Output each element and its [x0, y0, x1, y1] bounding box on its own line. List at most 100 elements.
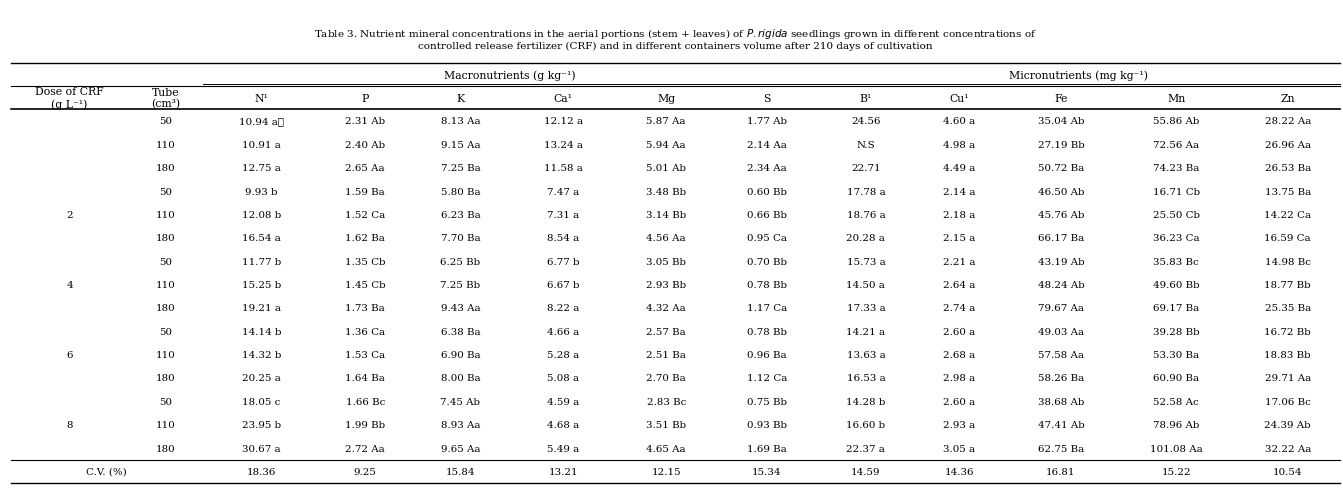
Text: 1.36 Ca: 1.36 Ca	[345, 327, 385, 336]
Text: 0.66 Bb: 0.66 Bb	[747, 210, 787, 220]
Text: 2.15 a: 2.15 a	[943, 234, 976, 243]
Text: 30.67 a: 30.67 a	[242, 444, 281, 453]
Text: 2.65 Aa: 2.65 Aa	[345, 164, 385, 173]
Text: 9.15 Aa: 9.15 Aa	[441, 141, 481, 149]
Text: 16.72 Bb: 16.72 Bb	[1264, 327, 1311, 336]
Text: 9.25: 9.25	[353, 467, 376, 476]
Text: K: K	[457, 93, 465, 103]
Text: 8: 8	[66, 420, 73, 429]
Text: 12.12 a: 12.12 a	[544, 117, 583, 126]
Text: 1.69 Ba: 1.69 Ba	[747, 444, 787, 453]
Text: 17.06 Bc: 17.06 Bc	[1265, 397, 1311, 406]
Text: 26.96 Aa: 26.96 Aa	[1265, 141, 1311, 149]
Text: 8.00 Ba: 8.00 Ba	[441, 374, 481, 383]
Text: 6.38 Ba: 6.38 Ba	[441, 327, 481, 336]
Text: 110: 110	[156, 350, 176, 359]
Text: 25.35 Ba: 25.35 Ba	[1265, 304, 1311, 313]
Text: 1.59 Ba: 1.59 Ba	[345, 187, 385, 196]
Text: 28.22 Aa: 28.22 Aa	[1265, 117, 1311, 126]
Text: 2.21 a: 2.21 a	[943, 257, 976, 266]
Text: 74.23 Ba: 74.23 Ba	[1154, 164, 1199, 173]
Text: 7.31 a: 7.31 a	[547, 210, 579, 220]
Text: 57.58 Aa: 57.58 Aa	[1038, 350, 1084, 359]
Text: 16.59 Ca: 16.59 Ca	[1264, 234, 1311, 243]
Text: 0.70 Bb: 0.70 Bb	[747, 257, 787, 266]
Text: 5.80 Ba: 5.80 Ba	[441, 187, 481, 196]
Text: 5.28 a: 5.28 a	[547, 350, 579, 359]
Text: 18.77 Bb: 18.77 Bb	[1264, 281, 1311, 289]
Text: 11.77 b: 11.77 b	[242, 257, 281, 266]
Text: 16.53 a: 16.53 a	[846, 374, 885, 383]
Text: 3.48 Bb: 3.48 Bb	[646, 187, 686, 196]
Text: 4.32 Aa: 4.32 Aa	[646, 304, 686, 313]
Text: 69.17 Ba: 69.17 Ba	[1154, 304, 1199, 313]
Text: 23.95 b: 23.95 b	[242, 420, 281, 429]
Text: 2.60 a: 2.60 a	[943, 327, 975, 336]
Text: 1.66 Bc: 1.66 Bc	[345, 397, 385, 406]
Text: Table 3. Nutrient mineral concentrations in the aerial portions (stem + leaves) : Table 3. Nutrient mineral concentrations…	[314, 27, 1037, 51]
Text: 5.94 Aa: 5.94 Aa	[646, 141, 686, 149]
Text: 55.86 Ab: 55.86 Ab	[1154, 117, 1199, 126]
Text: 5.87 Aa: 5.87 Aa	[646, 117, 686, 126]
Text: 2.70 Ba: 2.70 Ba	[646, 374, 686, 383]
Text: 4.68 a: 4.68 a	[547, 420, 579, 429]
Text: 3.05 Bb: 3.05 Bb	[646, 257, 686, 266]
Text: 19.21 a: 19.21 a	[242, 304, 281, 313]
Text: 52.58 Ac: 52.58 Ac	[1154, 397, 1199, 406]
Text: 24.39 Ab: 24.39 Ab	[1264, 420, 1311, 429]
Text: 15.25 b: 15.25 b	[242, 281, 281, 289]
Text: 15.22: 15.22	[1162, 467, 1191, 476]
Text: 26.53 Ba: 26.53 Ba	[1265, 164, 1311, 173]
Text: 0.95 Ca: 0.95 Ca	[747, 234, 787, 243]
Text: 2.83 Bc: 2.83 Bc	[646, 397, 686, 406]
Text: S: S	[763, 93, 771, 103]
Text: 2.93 a: 2.93 a	[943, 420, 975, 429]
Text: N.S: N.S	[857, 141, 876, 149]
Text: 35.04 Ab: 35.04 Ab	[1038, 117, 1084, 126]
Text: 2.98 a: 2.98 a	[943, 374, 975, 383]
Text: 9.43 Aa: 9.43 Aa	[441, 304, 481, 313]
Text: 7.70 Ba: 7.70 Ba	[441, 234, 481, 243]
Text: 7.45 Ab: 7.45 Ab	[441, 397, 481, 406]
Text: 3.51 Bb: 3.51 Bb	[646, 420, 686, 429]
Text: 18.05 c: 18.05 c	[242, 397, 281, 406]
Text: 4.66 a: 4.66 a	[547, 327, 579, 336]
Text: 11.58 a: 11.58 a	[544, 164, 583, 173]
Text: Mn: Mn	[1167, 93, 1186, 103]
Text: 1.53 Ca: 1.53 Ca	[345, 350, 385, 359]
Text: Mg: Mg	[657, 93, 676, 103]
Text: 2.40 Ab: 2.40 Ab	[345, 141, 385, 149]
Text: P: P	[361, 93, 369, 103]
Text: 24.56: 24.56	[851, 117, 881, 126]
Text: 180: 180	[156, 444, 176, 453]
Text: 49.60 Bb: 49.60 Bb	[1152, 281, 1199, 289]
Text: 18.76 a: 18.76 a	[846, 210, 885, 220]
Text: 50: 50	[158, 397, 172, 406]
Text: 8.93 Aa: 8.93 Aa	[441, 420, 481, 429]
Text: 20.28 a: 20.28 a	[846, 234, 885, 243]
Text: 43.19 Ab: 43.19 Ab	[1038, 257, 1084, 266]
Text: 0.78 Bb: 0.78 Bb	[747, 327, 787, 336]
Text: 15.73 a: 15.73 a	[846, 257, 885, 266]
Text: 9.65 Aa: 9.65 Aa	[441, 444, 481, 453]
Text: 12.75 a: 12.75 a	[242, 164, 281, 173]
Text: 22.71: 22.71	[851, 164, 881, 173]
Text: 16.71 Cb: 16.71 Cb	[1152, 187, 1199, 196]
Text: 16.60 b: 16.60 b	[846, 420, 885, 429]
Text: 180: 180	[156, 164, 176, 173]
Text: 20.25 a: 20.25 a	[242, 374, 281, 383]
Text: 15.84: 15.84	[446, 467, 475, 476]
Text: 50: 50	[158, 327, 172, 336]
Text: 6.67 b: 6.67 b	[547, 281, 580, 289]
Text: 2.64 a: 2.64 a	[943, 281, 976, 289]
Text: 17.78 a: 17.78 a	[846, 187, 885, 196]
Text: 180: 180	[156, 304, 176, 313]
Text: 14.22 Ca: 14.22 Ca	[1264, 210, 1311, 220]
Text: 4.49 a: 4.49 a	[943, 164, 976, 173]
Text: 6.23 Ba: 6.23 Ba	[441, 210, 481, 220]
Text: 12.08 b: 12.08 b	[242, 210, 281, 220]
Text: 2.93 Bb: 2.93 Bb	[646, 281, 686, 289]
Text: 46.50 Ab: 46.50 Ab	[1038, 187, 1084, 196]
Text: B¹: B¹	[860, 93, 872, 103]
Text: Ca¹: Ca¹	[553, 93, 573, 103]
